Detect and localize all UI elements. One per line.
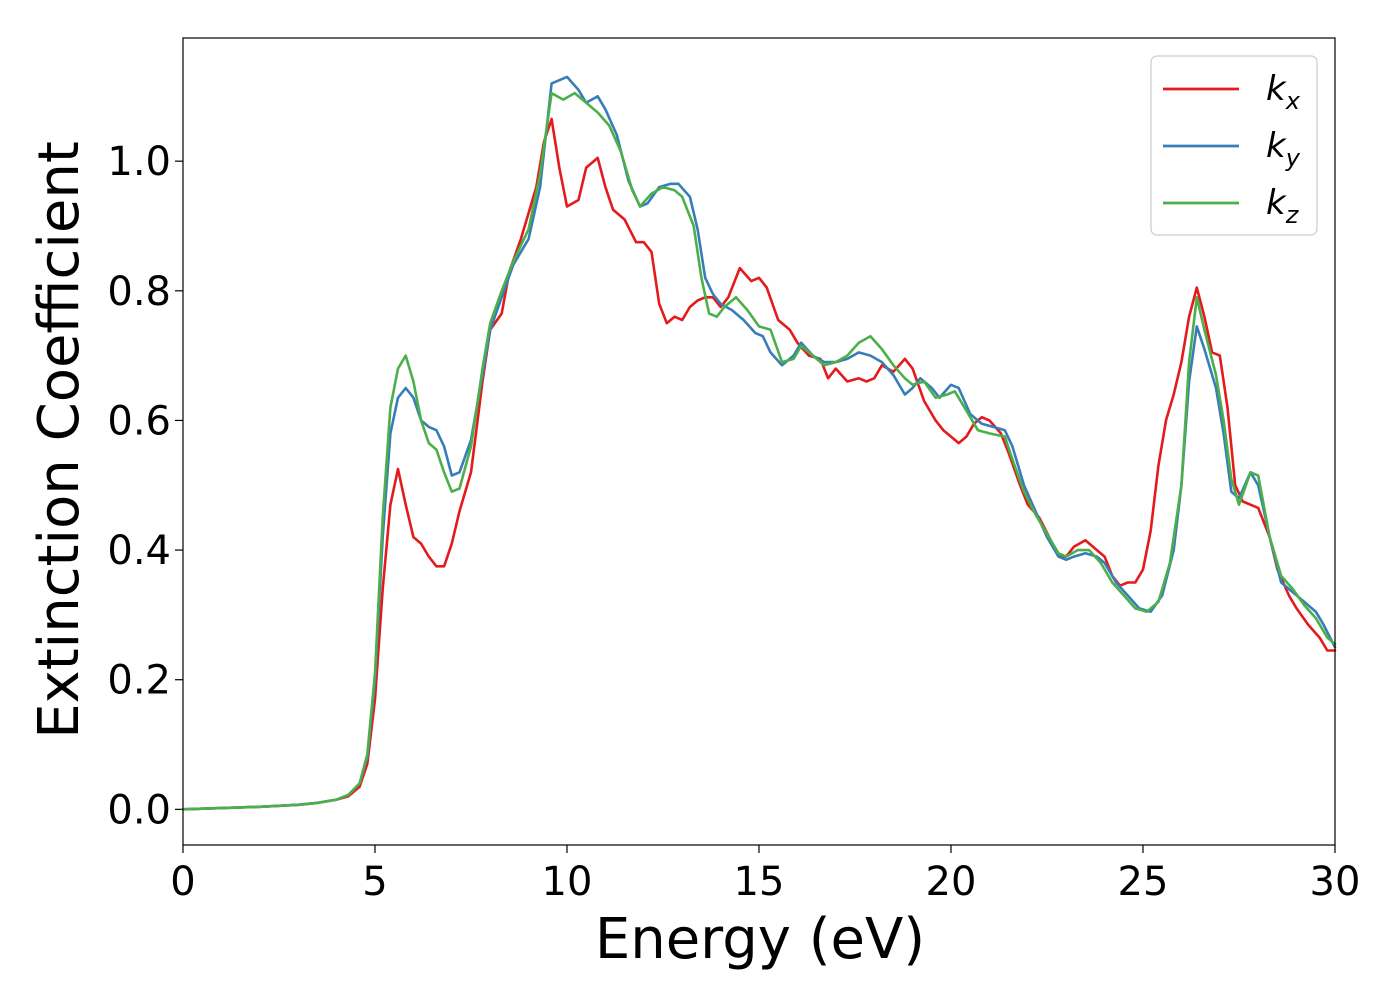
x-tick-label: 20 — [926, 859, 977, 905]
x-tick-label: 5 — [362, 859, 387, 905]
y-axis-label: Extinction Coefficient — [27, 141, 92, 739]
x-axis: 0 5 10 15 20 25 30 — [170, 845, 1360, 905]
x-tick-label: 15 — [734, 859, 785, 905]
x-tick-label: 10 — [542, 859, 593, 905]
y-tick-label: 0.6 — [107, 398, 171, 444]
series-line-kz — [181, 91, 1337, 811]
y-tick-label: 0.2 — [107, 658, 171, 704]
y-tick-label: 0.8 — [107, 269, 171, 315]
plot-area — [181, 75, 1337, 811]
x-tick-label: 0 — [170, 859, 195, 905]
x-tick-label: 25 — [1118, 859, 1169, 905]
y-tick-label: 0.0 — [107, 787, 171, 833]
y-tick-label: 1.0 — [107, 139, 171, 185]
y-axis: 0.0 0.2 0.4 0.6 0.8 1.0 — [107, 139, 183, 833]
plot-frame — [182, 37, 1336, 846]
y-tick-label: 0.4 — [107, 528, 171, 574]
x-tick-label: 30 — [1310, 859, 1361, 905]
x-axis-label: Energy (eV) — [595, 907, 925, 972]
